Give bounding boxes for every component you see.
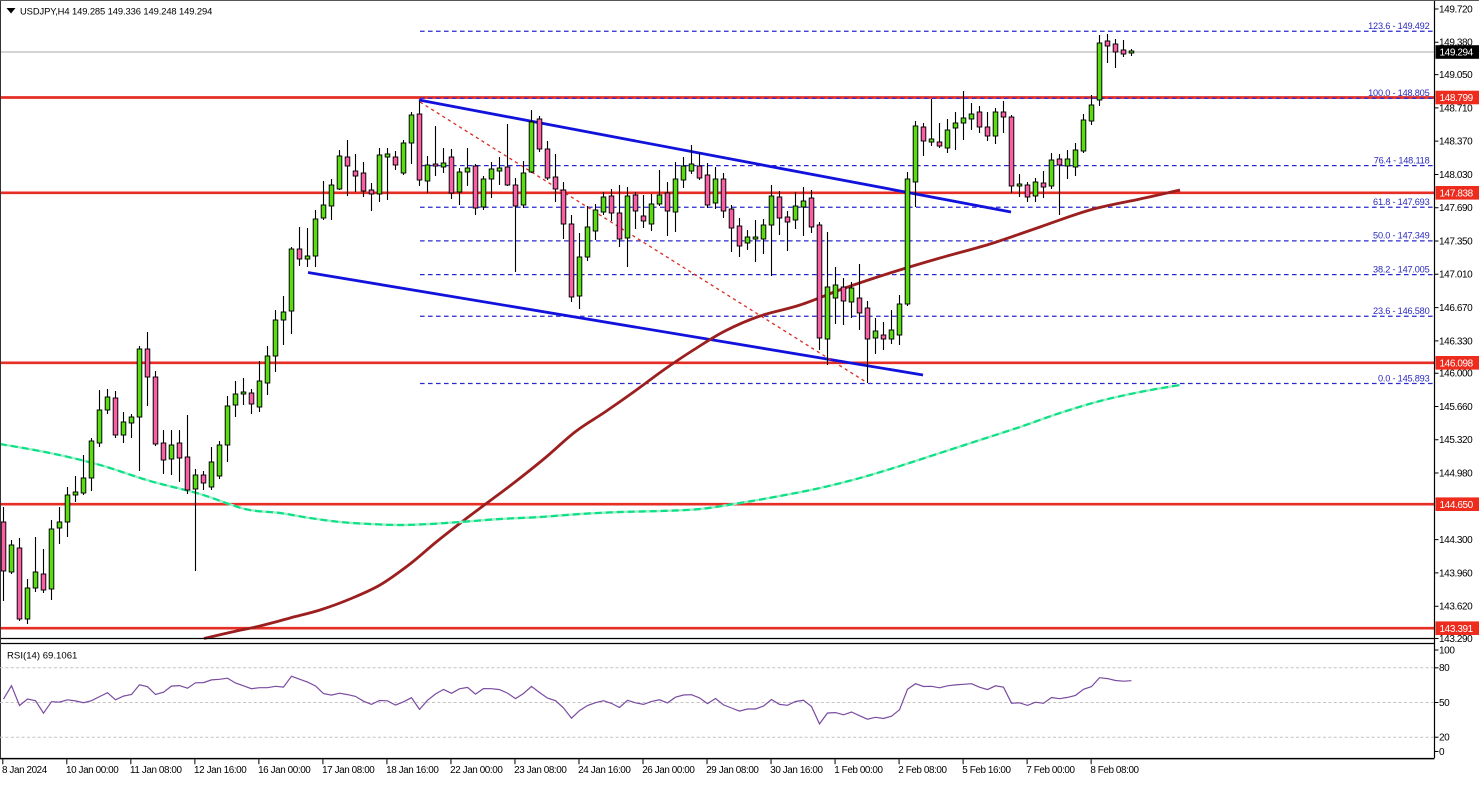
- svg-text:100: 100: [1439, 645, 1455, 656]
- svg-text:146.098: 146.098: [1440, 358, 1474, 369]
- svg-text:123.6 - 149.492: 123.6 - 149.492: [1368, 21, 1429, 31]
- svg-text:145.660: 145.660: [1439, 402, 1473, 413]
- svg-text:0.0 - 145.893: 0.0 - 145.893: [1378, 373, 1430, 383]
- svg-text:144.300: 144.300: [1439, 535, 1473, 546]
- svg-text:144.980: 144.980: [1439, 468, 1473, 479]
- svg-text:29 Jan 08:00: 29 Jan 08:00: [706, 765, 759, 776]
- svg-text:16 Jan 00:00: 16 Jan 00:00: [258, 765, 311, 776]
- svg-text:24 Jan 16:00: 24 Jan 16:00: [578, 765, 631, 776]
- svg-text:148.710: 148.710: [1439, 103, 1473, 114]
- svg-text:147.690: 147.690: [1439, 203, 1473, 214]
- svg-text:143.620: 143.620: [1439, 602, 1473, 613]
- svg-text:144.650: 144.650: [1440, 500, 1474, 511]
- svg-text:143.960: 143.960: [1439, 568, 1473, 579]
- svg-text:145.320: 145.320: [1439, 435, 1473, 446]
- svg-text:7 Feb 00:00: 7 Feb 00:00: [1026, 765, 1075, 776]
- svg-text:50: 50: [1439, 698, 1450, 709]
- svg-text:147.010: 147.010: [1439, 270, 1473, 281]
- svg-text:17 Jan 08:00: 17 Jan 08:00: [322, 765, 375, 776]
- svg-text:76.4 - 148.118: 76.4 - 148.118: [1374, 155, 1430, 165]
- svg-text:148.030: 148.030: [1439, 170, 1473, 181]
- svg-text:147.350: 147.350: [1439, 236, 1473, 247]
- svg-text:146.330: 146.330: [1439, 336, 1473, 347]
- svg-text:149.720: 149.720: [1439, 4, 1473, 15]
- svg-text:1 Feb 00:00: 1 Feb 00:00: [834, 765, 883, 776]
- svg-text:11 Jan 08:00: 11 Jan 08:00: [130, 765, 182, 776]
- svg-text:26 Jan 00:00: 26 Jan 00:00: [642, 765, 695, 776]
- svg-text:38.2 - 147.005: 38.2 - 147.005: [1373, 264, 1430, 274]
- svg-text:USDJPY,H4 149.285 149.336 149: USDJPY,H4 149.285 149.336 149.248 149.29…: [20, 6, 212, 17]
- svg-text:23 Jan 08:00: 23 Jan 08:00: [514, 765, 567, 776]
- svg-text:80: 80: [1439, 663, 1450, 674]
- svg-text:147.838: 147.838: [1440, 188, 1474, 199]
- svg-text:146.670: 146.670: [1439, 303, 1473, 314]
- svg-text:30 Jan 16:00: 30 Jan 16:00: [770, 765, 823, 776]
- svg-text:100.0 - 148.805: 100.0 - 148.805: [1368, 88, 1429, 98]
- svg-text:8 Feb 08:00: 8 Feb 08:00: [1090, 765, 1139, 776]
- svg-text:146.000: 146.000: [1439, 369, 1473, 380]
- svg-text:20: 20: [1439, 733, 1450, 744]
- svg-text:18 Jan 16:00: 18 Jan 16:00: [386, 765, 439, 776]
- svg-text:50.0 - 147.349: 50.0 - 147.349: [1373, 231, 1430, 241]
- svg-text:149.294: 149.294: [1440, 48, 1474, 59]
- svg-text:61.8 - 147.693: 61.8 - 147.693: [1373, 197, 1430, 207]
- svg-text:149.050: 149.050: [1439, 70, 1473, 81]
- svg-text:2 Feb 08:00: 2 Feb 08:00: [898, 765, 947, 776]
- svg-text:143.290: 143.290: [1439, 634, 1473, 645]
- svg-text:23.6 - 146.580: 23.6 - 146.580: [1373, 306, 1430, 316]
- svg-text:12 Jan 16:00: 12 Jan 16:00: [194, 765, 247, 776]
- svg-text:RSI(14) 69.1061: RSI(14) 69.1061: [7, 651, 77, 662]
- svg-text:148.370: 148.370: [1439, 137, 1473, 148]
- svg-text:10 Jan 00:00: 10 Jan 00:00: [66, 765, 119, 776]
- svg-text:148.799: 148.799: [1440, 93, 1474, 104]
- svg-text:5 Feb 16:00: 5 Feb 16:00: [962, 765, 1011, 776]
- svg-text:22 Jan 00:00: 22 Jan 00:00: [450, 765, 503, 776]
- svg-text:0: 0: [1439, 747, 1445, 758]
- svg-text:143.391: 143.391: [1440, 624, 1474, 635]
- svg-text:8 Jan 2024: 8 Jan 2024: [2, 765, 48, 776]
